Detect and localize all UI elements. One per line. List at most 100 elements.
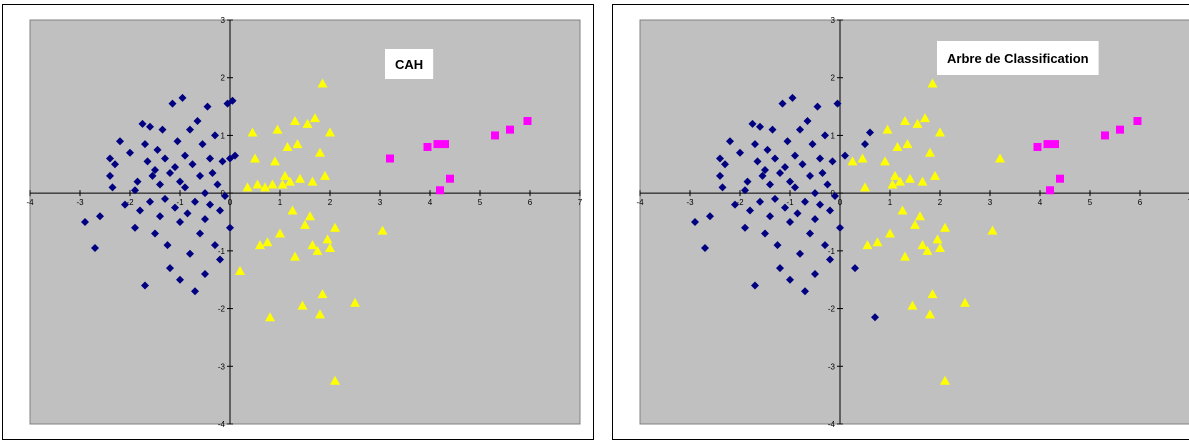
triangle-point [907, 300, 918, 310]
diamond-point [161, 154, 169, 163]
triangle-point [255, 240, 265, 250]
triangle-point [860, 182, 870, 192]
square-point [433, 140, 442, 149]
diamond-point [826, 206, 834, 215]
diamond-point [81, 218, 89, 226]
diamond-point [206, 154, 214, 163]
diamond-point [796, 125, 804, 134]
diamond-point [176, 275, 184, 284]
x-tick-label: 5 [478, 198, 483, 207]
diamond-point [786, 177, 794, 186]
diamond-point [753, 157, 762, 166]
triangle-point [265, 312, 275, 322]
diamond-point [213, 180, 222, 189]
diamond-point [851, 264, 859, 273]
diamond-point [726, 137, 734, 146]
square-point [1033, 142, 1042, 151]
triangle-point [247, 127, 258, 137]
diamond-point [796, 249, 804, 258]
square-point [523, 117, 532, 125]
diamond-point [196, 171, 204, 180]
diamond-point [106, 171, 114, 180]
diamond-point [798, 160, 807, 169]
triangle-point [325, 242, 335, 252]
y-tick-label: 1 [221, 131, 226, 140]
scatter-chart-arbre: -4 -3 -2 -1 0 1 2 3 4 5 6 7 3 2 1 0 -1 -2 -3 -4 Arbre de Cla… [636, 16, 1189, 429]
y-tick-label: -2 [828, 305, 836, 314]
diamond-point [776, 264, 784, 273]
diamond-point [131, 223, 139, 232]
diamond-point [741, 223, 749, 232]
diamond-point [91, 243, 99, 252]
diamond-point [776, 168, 784, 177]
square-point [1056, 174, 1064, 183]
diamond-point [201, 189, 209, 198]
diamond-point [826, 255, 834, 264]
diamond-point [866, 128, 874, 137]
chart-title-box [937, 41, 1099, 75]
y-tick-label: 3 [831, 16, 836, 25]
diamond-point [836, 223, 844, 232]
x-tick-label: 4 [428, 198, 433, 207]
diamond-point [718, 183, 727, 192]
triangle-point [862, 240, 873, 250]
square-point [1051, 140, 1059, 149]
diamond-point [201, 269, 209, 278]
diamond-point [821, 131, 829, 140]
triangle-point [885, 228, 895, 238]
diamond-point [741, 186, 749, 195]
diamond-point [691, 218, 699, 226]
x-tick-label: -4 [636, 198, 644, 207]
diamond-point [151, 166, 159, 175]
triangle-point [917, 176, 928, 186]
triangle-point [280, 170, 290, 180]
diamond-point [746, 206, 754, 215]
triangle-point [900, 116, 910, 125]
triangle-point [267, 179, 278, 189]
triangle-point [287, 205, 298, 215]
diamond-point [216, 206, 224, 215]
x-tick-label: 2 [328, 198, 333, 207]
diamond-point [763, 145, 772, 154]
diamond-point [811, 189, 819, 198]
triangle-point [275, 228, 285, 238]
y-tick-label: -4 [218, 420, 226, 429]
diamond-point [743, 177, 752, 186]
y-tick-label: 3 [221, 16, 226, 25]
diamond-point [193, 117, 202, 125]
triangle-point [887, 179, 898, 189]
triangle-point [315, 147, 325, 157]
y-tick-label: 0 [221, 189, 226, 198]
diamond-point [786, 218, 794, 226]
triangle-point [935, 242, 945, 252]
square-point [1046, 186, 1054, 195]
triangle-point [312, 245, 323, 255]
diamond-point [156, 212, 164, 221]
diamond-point [138, 119, 147, 128]
triangle-point [250, 153, 260, 163]
diamond-point [783, 137, 792, 146]
x-tick-label: 0 [228, 198, 233, 207]
diamond-point [823, 180, 832, 189]
diamond-point [146, 122, 154, 131]
diamond-point [168, 99, 177, 108]
diamond-point [208, 168, 217, 177]
diamond-point [748, 119, 757, 128]
triangle-point [900, 251, 910, 261]
diamond-point [841, 151, 849, 160]
diamond-point [811, 269, 819, 278]
triangle-point [317, 289, 328, 299]
diamond-point [176, 218, 184, 226]
triangle-point [915, 211, 925, 221]
y-tick-label: -1 [828, 247, 836, 256]
diamond-point [751, 140, 759, 149]
triangle-point [292, 139, 303, 149]
triangle-point [252, 179, 263, 189]
diamond-point [701, 243, 709, 252]
square-point [386, 154, 394, 163]
diamond-point [143, 157, 152, 166]
diamond-point [206, 200, 214, 209]
x-tick-label: 3 [988, 198, 993, 207]
diamond-point [151, 229, 159, 238]
square-point [491, 131, 499, 140]
